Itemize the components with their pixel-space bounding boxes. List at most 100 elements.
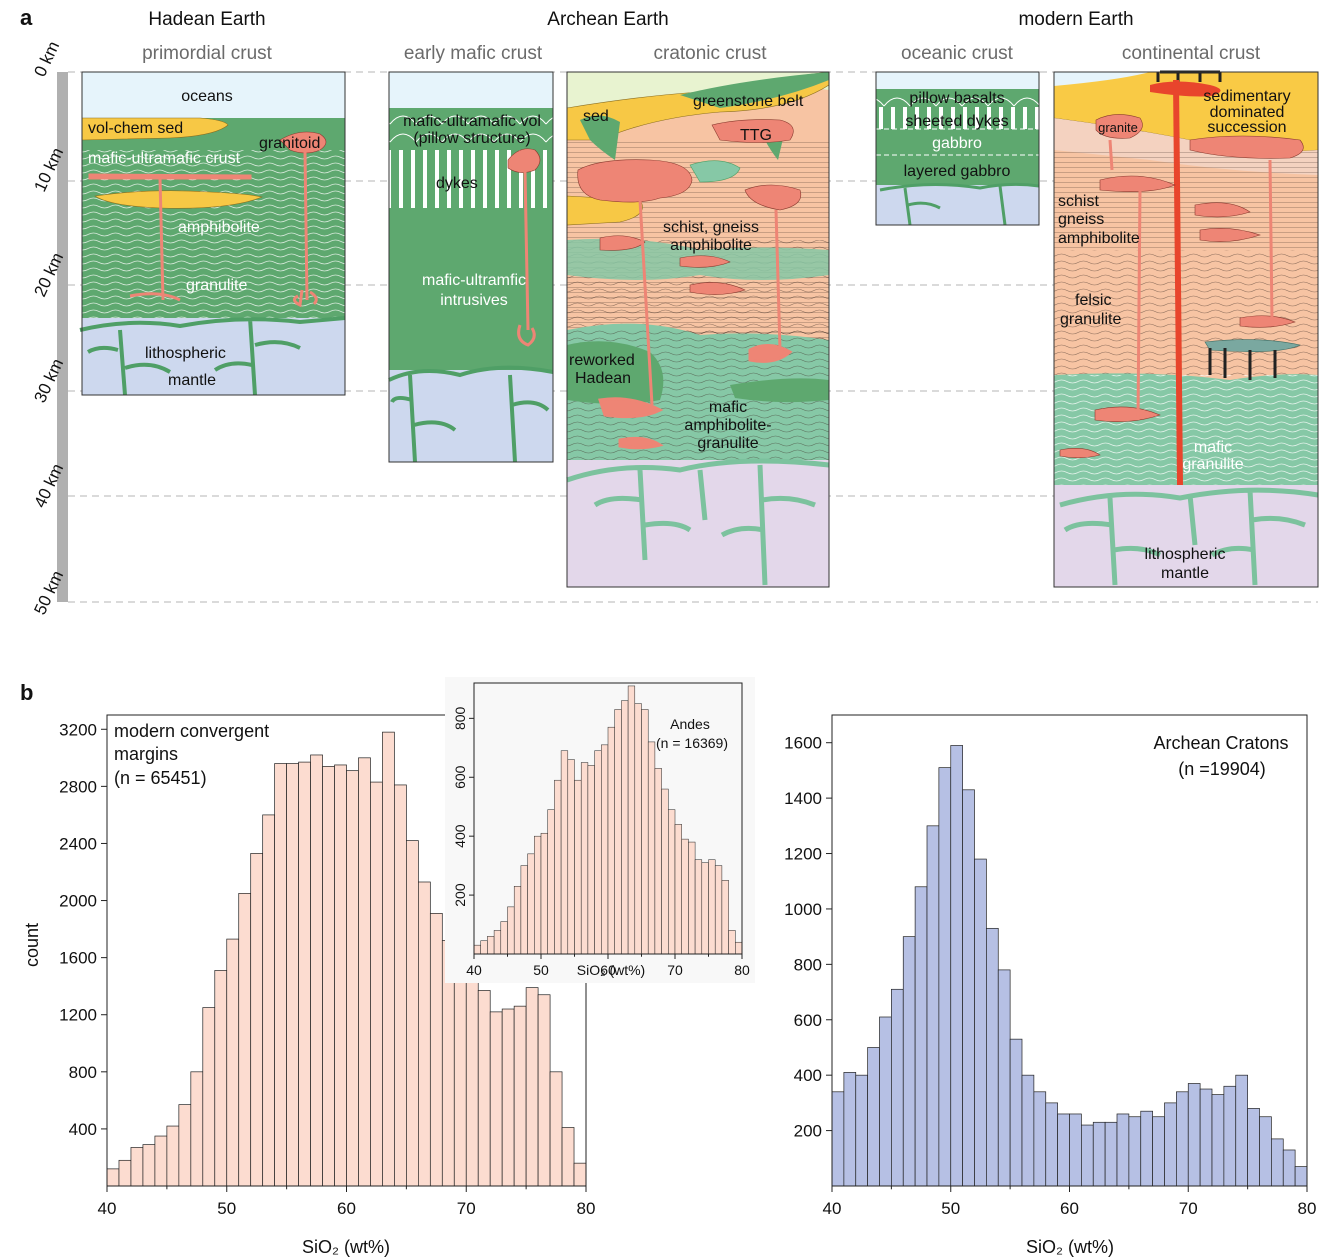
- inset-bar: [473, 944, 481, 955]
- lbl-vol-chem-sed: vol-chem sed: [88, 120, 183, 137]
- right-axes: 40 50 60 70 80 200 400 600 800 1000 1200 1400 1600: [784, 714, 1316, 1218]
- right-bar: [891, 988, 904, 1187]
- inset-bar: [534, 835, 542, 955]
- left-x-tick-label: 80: [577, 1199, 596, 1218]
- right-bar: [1069, 1113, 1082, 1187]
- left-bar: [226, 938, 240, 1187]
- era-modern: modern Earth: [1018, 9, 1133, 30]
- left-bar: [202, 1007, 216, 1187]
- right-bar: [1128, 1116, 1142, 1187]
- inset-bar: [728, 930, 736, 955]
- left-y-tick-label: 2000: [59, 892, 97, 911]
- left-bar: [489, 1011, 503, 1187]
- left-x-tick-label: 70: [457, 1199, 476, 1218]
- right-bar: [1152, 1116, 1165, 1187]
- lbl-schist: schist: [1058, 193, 1099, 210]
- right-bar: [1081, 1124, 1094, 1187]
- inset-bar: [554, 779, 562, 955]
- right-legend-line-2: (n =19904): [1178, 759, 1266, 779]
- inset-bar: [587, 765, 595, 955]
- inset-bar: [607, 726, 615, 955]
- left-y-tick-label: 1600: [59, 949, 97, 968]
- lbl-gneiss: gneiss: [1058, 211, 1104, 228]
- right-bar: [1092, 1121, 1106, 1187]
- lbl-mafic-amph-2: amphibolite-: [684, 417, 771, 434]
- col-cratonic: cratonic crust: [654, 43, 768, 64]
- right-y-tick-label: 800: [794, 955, 822, 974]
- right-bar: [1164, 1102, 1177, 1187]
- lbl-granite: granite: [1098, 120, 1138, 135]
- lbl-sheeted-dykes: sheeted dykes: [905, 113, 1008, 130]
- inset-bar: [714, 865, 723, 955]
- right-bar: [997, 969, 1011, 1187]
- right-bar: [1235, 1074, 1248, 1187]
- left-bar: [549, 1071, 563, 1187]
- lbl-reworked-1: reworked: [569, 352, 635, 369]
- inset-bar: [547, 809, 555, 955]
- inset-bar: [567, 759, 575, 955]
- left-bar: [154, 1135, 168, 1187]
- left-x-tick-label: 40: [98, 1199, 117, 1218]
- left-bar: [310, 754, 323, 1187]
- inset-bar: [721, 880, 729, 955]
- inset-bar: [513, 886, 522, 955]
- lbl-mafic-vol-1: mafic-ultramafic vol: [403, 113, 541, 130]
- left-bar: [537, 994, 551, 1187]
- left-bar: [358, 757, 371, 1187]
- right-bar: [855, 1074, 868, 1187]
- inset-bar: [601, 744, 609, 955]
- right-xlabel: SiO₂ (wt%): [1026, 1237, 1114, 1257]
- right-bar: [902, 936, 916, 1187]
- right-bar: [1294, 1166, 1308, 1187]
- right-bar: [938, 767, 952, 1187]
- inset-legend-line-2: (n = 16369): [656, 735, 728, 751]
- right-bar: [867, 1047, 880, 1187]
- right-bar: [974, 858, 987, 1187]
- panel-a: a Hadean Earth Archean Earth modern Eart…: [20, 5, 1319, 618]
- inset-bar: [500, 921, 508, 955]
- inset-bar: [701, 862, 709, 955]
- left-x-tick-label: 60: [337, 1199, 356, 1218]
- lbl-ttg: TTG: [740, 127, 772, 144]
- left-x-tick-label: 50: [217, 1199, 236, 1218]
- inset-bar: [674, 824, 682, 955]
- inset-bar: [654, 768, 662, 955]
- right-bar: [950, 745, 963, 1187]
- lbl-lithospheric-2: lithospheric: [1145, 546, 1226, 563]
- lbl-sed: sed: [583, 108, 609, 125]
- inset-bar: [627, 685, 636, 955]
- right-y-tick-label: 1000: [784, 900, 822, 919]
- col-primordial: primordial crust: [142, 43, 273, 64]
- left-bar: [406, 840, 419, 1187]
- inset-bar: [681, 838, 689, 955]
- left-bar: [118, 1159, 132, 1187]
- lbl-schist-gneiss-2: amphibolite: [670, 237, 752, 254]
- lbl-mantle-1: mantle: [168, 372, 216, 389]
- right-bar: [1104, 1121, 1118, 1187]
- left-y-tick-label: 2400: [59, 834, 97, 853]
- right-bar: [1176, 1091, 1189, 1187]
- right-bar: [1009, 1038, 1023, 1187]
- left-bar: [334, 764, 347, 1187]
- inset-bar: [487, 936, 495, 955]
- right-bar: [1045, 1102, 1058, 1187]
- lbl-granitoid: granitoid: [259, 135, 320, 152]
- right-y-tick-label: 1600: [784, 734, 822, 753]
- inset-bar: [614, 709, 622, 955]
- right-bar: [962, 789, 975, 1187]
- left-bar: [286, 763, 299, 1187]
- right-x-tick-label: 70: [1179, 1199, 1198, 1218]
- inset-y-tick-label: 400: [452, 824, 468, 848]
- lbl-mafic-granulite: granulite: [1182, 456, 1243, 473]
- inset-y-tick-label: 600: [452, 765, 468, 789]
- right-bar: [1116, 1113, 1130, 1187]
- right-bar: [1259, 1116, 1272, 1187]
- lbl-mafic-cont: mafic: [1194, 439, 1232, 456]
- lbl-schist-gneiss-1: schist, gneiss: [663, 219, 759, 236]
- left-bar: [274, 763, 287, 1187]
- right-y-tick-label: 1200: [784, 845, 822, 864]
- lbl-sedimentary-2: dominated: [1210, 104, 1285, 121]
- histogram-modern-convergent: 40 50 60 70 80 400 800 1200 1600 2000 2400 2800 3200…: [22, 714, 596, 1257]
- lbl-mafic-ultramafic-crust: mafic-ultramafic crust: [88, 150, 241, 167]
- left-bar: [106, 1168, 120, 1187]
